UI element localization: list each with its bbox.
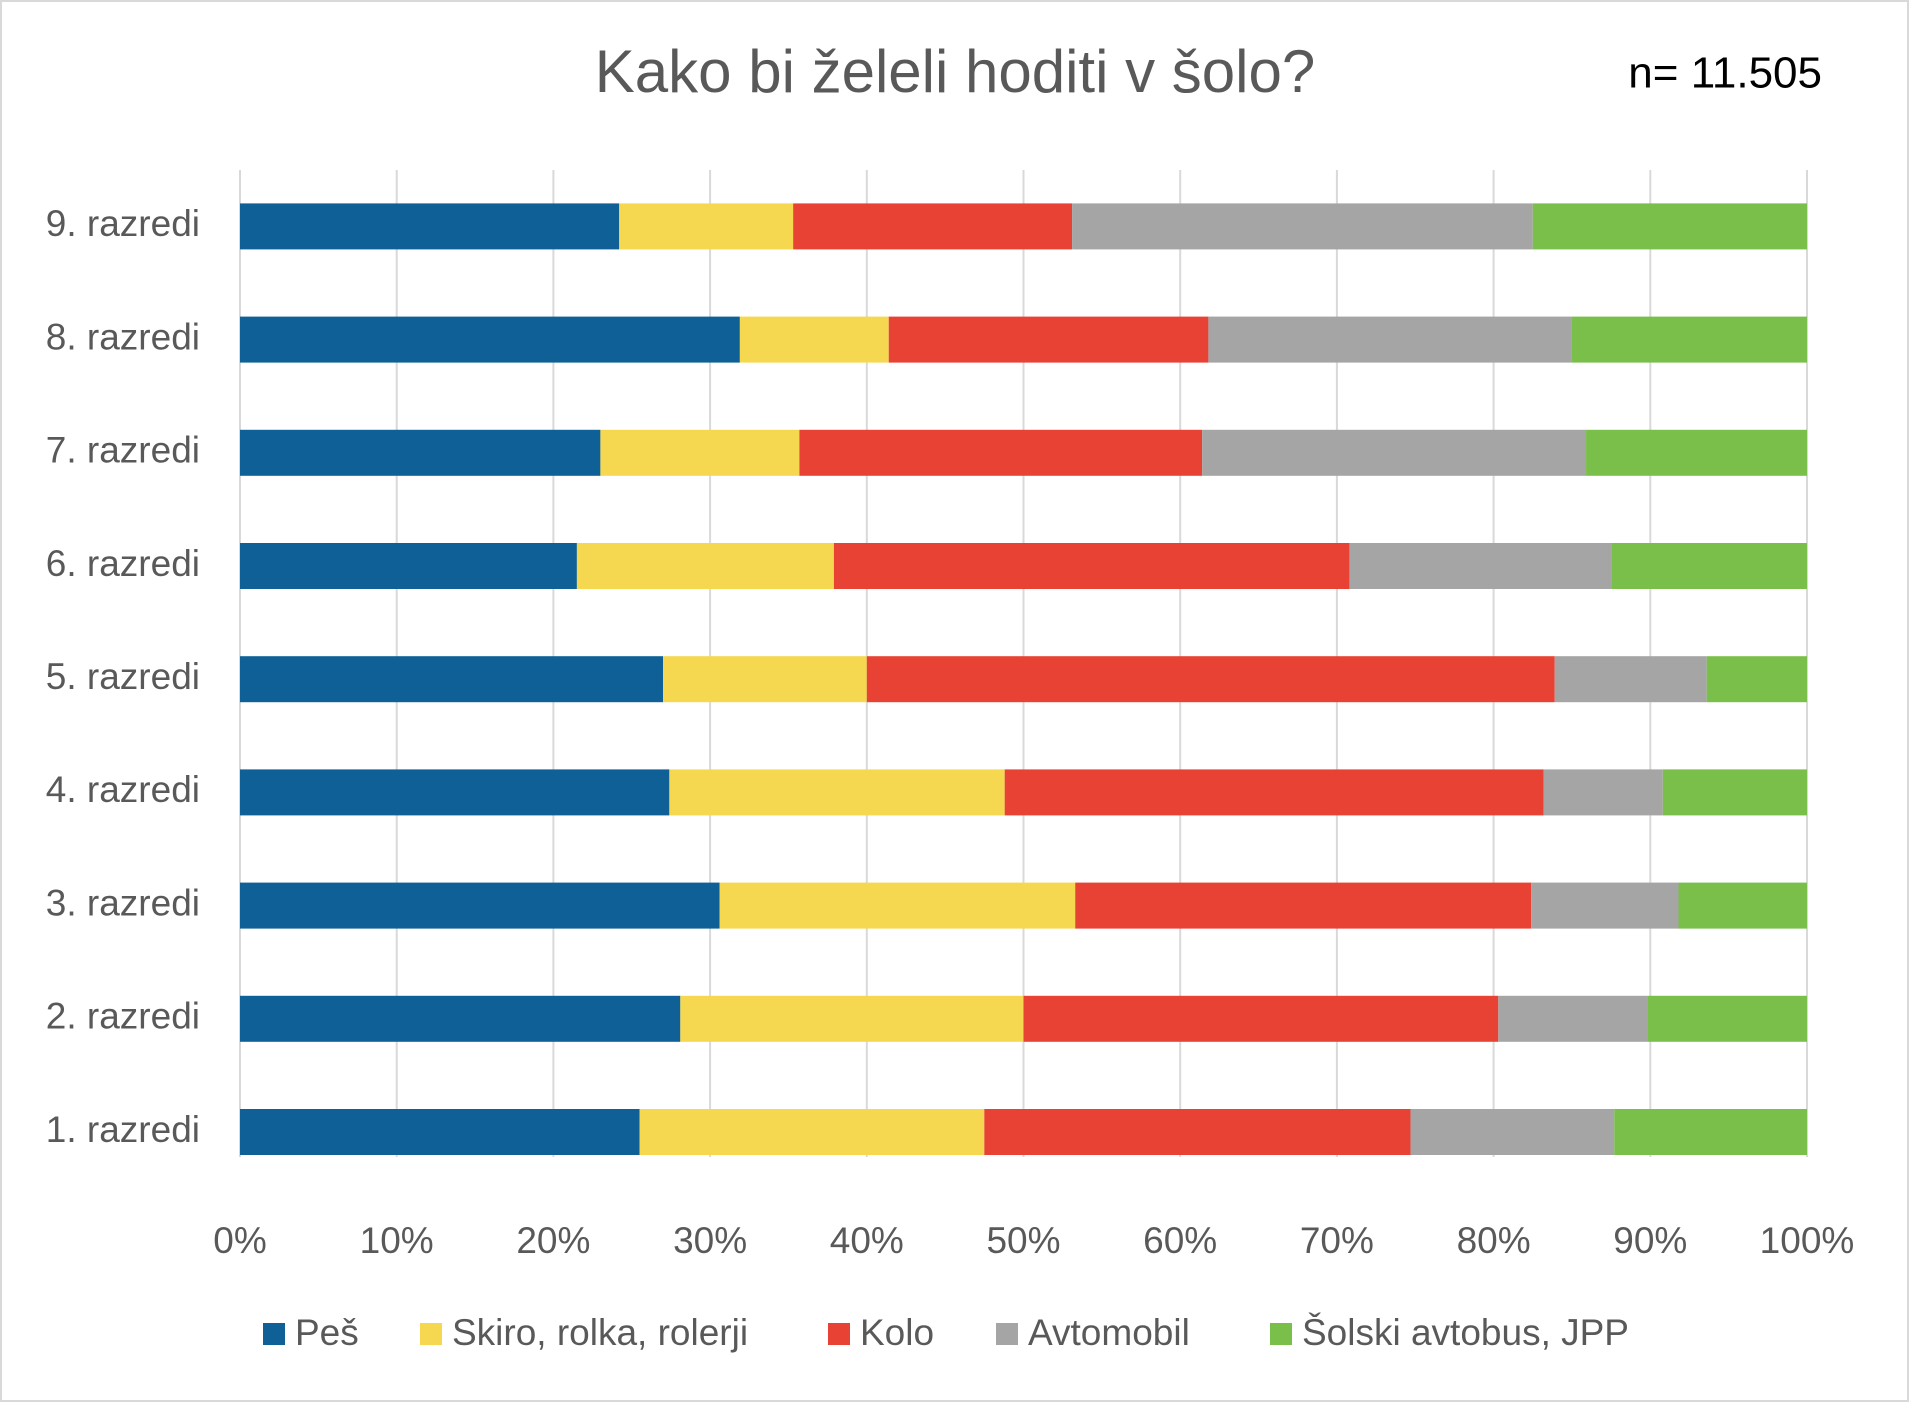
bar-segment <box>1004 769 1544 816</box>
bar-segment <box>1349 543 1612 589</box>
x-tick-label: 100% <box>1760 1220 1855 1261</box>
bar-segment <box>1586 429 1807 476</box>
bar-segment <box>240 882 720 929</box>
bar-segment <box>680 995 1024 1042</box>
bar-segment <box>240 656 664 703</box>
bar-segment <box>240 429 601 476</box>
bar-segment <box>1571 316 1807 363</box>
bar-segment <box>669 769 1005 816</box>
x-tick-label: 20% <box>516 1220 590 1261</box>
x-tick-label: 10% <box>360 1220 434 1261</box>
bar-segment <box>1531 882 1679 929</box>
bar-segment <box>866 656 1555 703</box>
bar-segment <box>1498 995 1648 1042</box>
y-tick-label: 5. razredi <box>46 656 200 697</box>
legend-label: Šolski avtobus, JPP <box>1302 1312 1629 1353</box>
bar-segment <box>576 543 834 589</box>
bar-segment <box>619 203 794 250</box>
bar-segment <box>1611 543 1807 589</box>
legend-swatch <box>828 1323 850 1345</box>
legend-label: Avtomobil <box>1028 1312 1190 1353</box>
y-tick-label: 7. razredi <box>46 430 200 471</box>
bar-segment <box>1647 995 1807 1042</box>
bar-segment <box>240 769 670 816</box>
y-tick-label: 2. razredi <box>46 996 200 1037</box>
legend-swatch <box>996 1323 1018 1345</box>
bar-segment <box>799 429 1203 476</box>
bar-segment <box>240 203 620 250</box>
bar-segment <box>1202 429 1587 476</box>
y-tick-label: 3. razredi <box>46 882 200 923</box>
bar-segment <box>1662 769 1807 816</box>
x-tick-label: 30% <box>673 1220 747 1261</box>
x-tick-label: 70% <box>1300 1220 1374 1261</box>
legend-label: Skiro, rolka, rolerji <box>452 1312 748 1353</box>
y-tick-label: 4. razredi <box>46 769 200 810</box>
bar-segment <box>793 203 1073 250</box>
bar-segment <box>1532 203 1807 250</box>
bar-segment <box>663 656 867 703</box>
legend-swatch <box>420 1323 442 1345</box>
y-tick-label: 8. razredi <box>46 316 200 357</box>
chart-title: Kako bi želeli hoditi v šolo? <box>595 38 1315 105</box>
x-tick-label: 0% <box>213 1220 266 1261</box>
y-tick-label: 9. razredi <box>46 203 200 244</box>
bar-segment <box>639 1109 985 1155</box>
x-tick-label: 80% <box>1457 1220 1531 1261</box>
bar-segment <box>1706 656 1807 703</box>
bar-segment <box>1554 656 1707 703</box>
bar-segment <box>1614 1109 1807 1155</box>
bar-segment <box>739 316 889 363</box>
bar-segment <box>719 882 1076 929</box>
annotation: n= 11.505 <box>1628 49 1822 98</box>
bar-segment <box>1023 995 1499 1042</box>
bar-segment <box>1208 316 1572 363</box>
legend-label: Peš <box>295 1312 359 1353</box>
x-tick-label: 60% <box>1143 1220 1217 1261</box>
bar-segment <box>1543 769 1663 816</box>
bar-segment <box>240 1109 640 1155</box>
bar-segment <box>1410 1109 1615 1155</box>
bar-segment <box>240 543 577 589</box>
bar-segment <box>1072 203 1533 250</box>
bar-segment <box>240 995 681 1042</box>
bar-segment <box>600 429 800 476</box>
y-tick-label: 6. razredi <box>46 543 200 584</box>
legend-swatch <box>263 1323 285 1345</box>
x-tick-label: 90% <box>1613 1220 1687 1261</box>
bar-segment <box>984 1109 1411 1155</box>
bar-segment <box>240 316 740 363</box>
x-tick-label: 40% <box>830 1220 904 1261</box>
legend-label: Kolo <box>860 1312 934 1353</box>
bar-segment <box>1678 882 1807 929</box>
x-tick-label: 50% <box>986 1220 1060 1261</box>
bar-segment <box>1075 882 1532 929</box>
legend-swatch <box>1270 1323 1292 1345</box>
bar-segment <box>888 316 1209 363</box>
y-tick-label: 1. razredi <box>46 1109 200 1150</box>
bar-segment <box>833 543 1350 589</box>
